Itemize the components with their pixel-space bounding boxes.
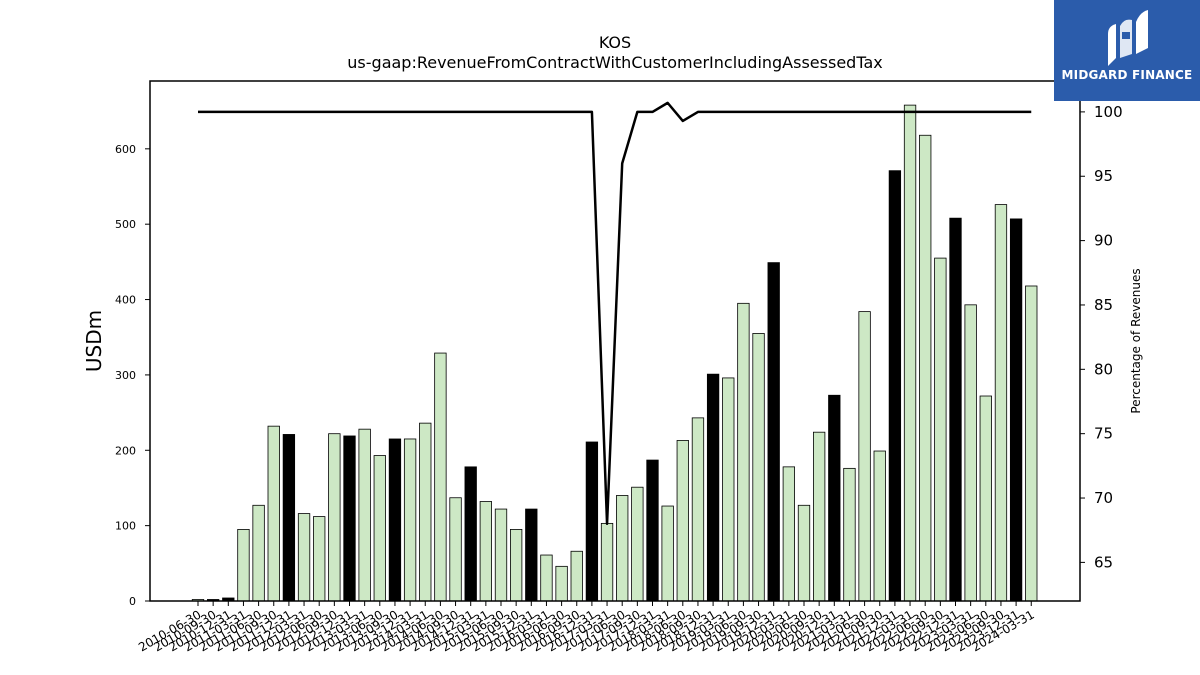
- bar: [903, 104, 917, 602]
- bar: [494, 508, 508, 602]
- y-tick-label-right: 85: [1094, 296, 1113, 314]
- bar: [343, 435, 356, 602]
- x-axis: 2010-06-302010-09-302010-12-312011-03-31…: [136, 601, 1037, 654]
- chart-subtitle: us-gaap:RevenueFromContractWithCustomerI…: [347, 53, 882, 72]
- bar: [631, 486, 644, 602]
- y-tick-label-right: 75: [1094, 425, 1113, 443]
- plot-frame: [149, 80, 1081, 602]
- bar: [767, 262, 780, 602]
- line-series: [198, 101, 1032, 526]
- y-tick-label: 500: [115, 218, 136, 231]
- bar: [994, 204, 1008, 602]
- bar: [691, 417, 705, 602]
- bar: [616, 495, 629, 602]
- bar: [570, 550, 583, 602]
- bar: [737, 302, 750, 602]
- bar: [267, 425, 280, 602]
- bar: [555, 565, 568, 602]
- bar: [1009, 218, 1023, 602]
- bar: [964, 304, 977, 602]
- bar: [1025, 285, 1038, 602]
- bar: [979, 395, 992, 602]
- bar: [237, 529, 250, 602]
- bar: [252, 504, 265, 602]
- bar: [797, 504, 811, 602]
- y-axis-right: 65 70 75 80 85 90 95 100: [1080, 103, 1123, 571]
- bar: [888, 170, 902, 602]
- bar: [646, 459, 659, 602]
- bar: [858, 311, 871, 602]
- bar: [434, 352, 447, 602]
- y-tick-label: 600: [115, 143, 136, 156]
- y-axis-label: USDm: [82, 310, 106, 372]
- bar: [464, 466, 477, 602]
- y-tick-label-right: 95: [1094, 167, 1113, 185]
- chart-title: KOS: [599, 33, 631, 52]
- bar: [297, 513, 311, 602]
- y-tick-label-right: 100: [1094, 103, 1123, 121]
- bar: [540, 554, 553, 602]
- bar: [600, 522, 614, 602]
- bar: [949, 217, 962, 602]
- bar: [358, 428, 371, 602]
- y-axis-left: 0 100 200 300 400 500 600: [115, 143, 150, 608]
- y-tick-label: 300: [115, 369, 136, 382]
- bar: [661, 505, 674, 602]
- y-tick-label-right: 70: [1094, 489, 1113, 507]
- y-tick-label: 200: [115, 444, 136, 457]
- y-tick-label-right: 80: [1094, 360, 1113, 378]
- bar: [782, 466, 795, 602]
- bar: [403, 438, 417, 602]
- y-axis-label-right: Percentage of Revenues: [1129, 268, 1143, 413]
- bar: [585, 441, 599, 602]
- bar: [843, 467, 856, 602]
- bar: [388, 438, 402, 602]
- bar: [373, 455, 386, 602]
- bar: [934, 257, 947, 602]
- y-tick-label-right: 65: [1094, 553, 1113, 571]
- bar: [449, 497, 462, 602]
- bar: [752, 333, 765, 602]
- y-tick-label: 100: [115, 520, 136, 533]
- y-tick-label: 0: [129, 595, 136, 608]
- bar: [813, 431, 826, 602]
- bar: [828, 394, 841, 602]
- bar: [479, 501, 493, 602]
- bar: [509, 529, 523, 602]
- y-tick-label: 400: [115, 294, 136, 307]
- bar: [282, 434, 296, 602]
- midgard-logo-icon: [1108, 10, 1148, 66]
- bar: [419, 422, 432, 602]
- logo-text: MIDGARD FINANCE: [1061, 68, 1193, 82]
- y-tick-label-right: 90: [1094, 232, 1113, 250]
- percentage-line: [198, 101, 1032, 526]
- bar: [525, 508, 538, 602]
- bar: [676, 440, 689, 602]
- bar: [328, 433, 341, 602]
- bar: [313, 516, 326, 602]
- bar: [722, 377, 735, 602]
- bar: [706, 373, 720, 602]
- bar-series: [191, 104, 1038, 602]
- bar: [873, 450, 886, 602]
- bar: [919, 134, 932, 602]
- logo: MIDGARD FINANCE: [1054, 0, 1200, 101]
